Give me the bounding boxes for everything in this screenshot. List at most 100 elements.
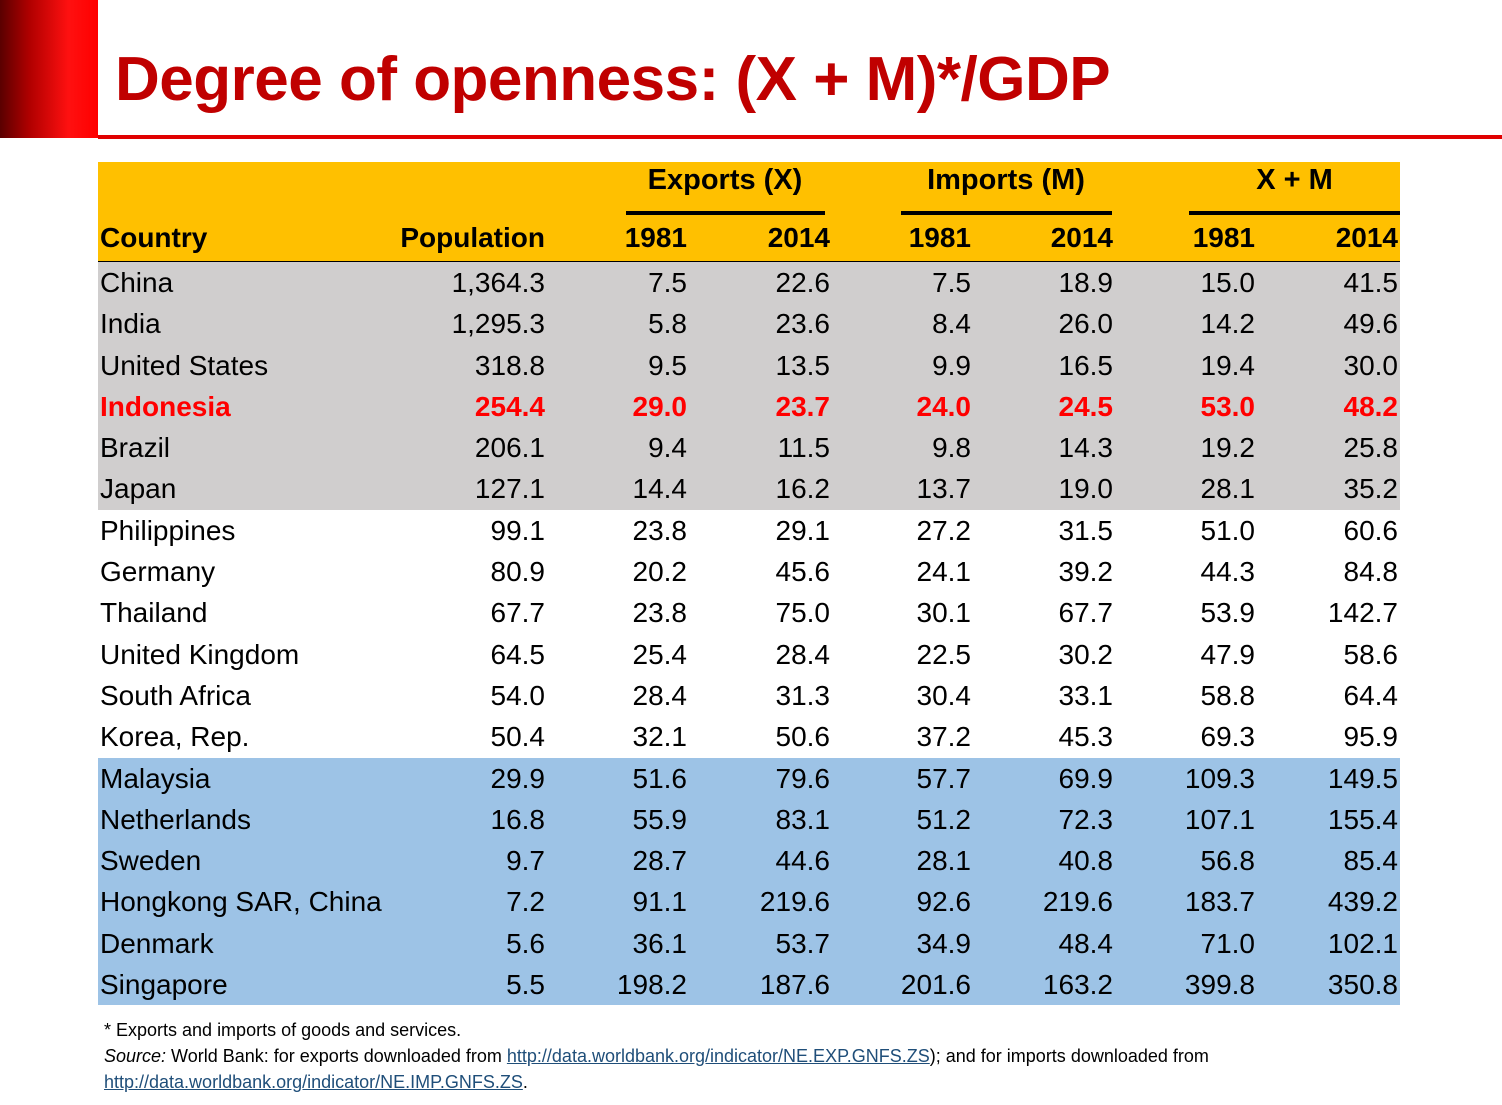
cell-imports-1981: 13.7 bbox=[916, 473, 972, 505]
cell-exports-2014: 79.6 bbox=[775, 762, 831, 794]
cell-xm-2014: 30.0 bbox=[1343, 349, 1399, 381]
cell-xm-1981: 183.7 bbox=[1184, 886, 1255, 918]
exports-link[interactable]: http://data.worldbank.org/indicator/NE.E… bbox=[506, 1046, 930, 1066]
source-text-1: World Bank: for exports downloaded from bbox=[166, 1046, 507, 1066]
table-row: Germany 80.9 20.2 45.6 24.1 39.2 44.3 84.8 bbox=[98, 551, 1400, 593]
cell-xm-2014: 49.6 bbox=[1343, 308, 1399, 340]
cell-xm-1981: 71.0 bbox=[1200, 927, 1256, 959]
imports-link[interactable]: http://data.worldbank.org/indicator/NE.I… bbox=[104, 1072, 523, 1092]
cell-xm-2014: 350.8 bbox=[1327, 969, 1398, 1001]
cell-exports-2014: 53.7 bbox=[775, 927, 831, 959]
cell-population: 127.1 bbox=[474, 473, 545, 505]
cell-xm-1981: 53.9 bbox=[1200, 597, 1256, 629]
table-row: Japan 127.1 14.4 16.2 13.7 19.0 28.1 35.2 bbox=[98, 468, 1400, 510]
cell-xm-2014: 102.1 bbox=[1327, 927, 1398, 959]
table-row: Sweden 9.7 28.7 44.6 28.1 40.8 56.8 85.4 bbox=[98, 840, 1400, 882]
table-row: Hongkong SAR, China 7.2 91.1 219.6 92.6 219.6… bbox=[98, 881, 1400, 923]
cell-country: Philippines bbox=[100, 514, 236, 546]
cell-exports-1981: 20.2 bbox=[632, 556, 688, 588]
cell-country: Singapore bbox=[100, 969, 228, 1001]
cell-xm-2014: 64.4 bbox=[1343, 679, 1399, 711]
col-header-country: Country bbox=[100, 222, 208, 253]
cell-xm-2014: 41.5 bbox=[1343, 267, 1399, 298]
group-rule-imports bbox=[901, 211, 1112, 215]
cell-exports-2014: 75.0 bbox=[775, 597, 831, 629]
cell-exports-1981: 55.9 bbox=[632, 803, 688, 835]
cell-exports-2014: 29.1 bbox=[775, 514, 831, 546]
group-label-exports: Exports (X) bbox=[647, 164, 803, 196]
cell-xm-1981: 14.2 bbox=[1200, 308, 1256, 340]
cell-population: 9.7 bbox=[506, 845, 545, 877]
table-row: Brazil 206.1 9.4 11.5 9.8 14.3 19.2 25.8 bbox=[98, 427, 1400, 469]
cell-xm-2014: 85.4 bbox=[1343, 845, 1399, 877]
cell-xm-1981: 399.8 bbox=[1184, 969, 1255, 1001]
footnote-goods-services: * Exports and imports of goods and servi… bbox=[104, 1020, 462, 1040]
cell-country: United Kingdom bbox=[100, 638, 300, 670]
cell-population: 80.9 bbox=[490, 556, 546, 588]
cell-imports-1981: 28.1 bbox=[916, 845, 972, 877]
cell-population: 5.6 bbox=[506, 927, 545, 959]
cell-xm-2014: 95.9 bbox=[1343, 721, 1399, 753]
cell-exports-1981: 51.6 bbox=[632, 762, 688, 794]
cell-population: 7.2 bbox=[506, 886, 545, 918]
cell-country: Malaysia bbox=[100, 762, 211, 794]
cell-country: Hongkong SAR, China bbox=[100, 886, 382, 918]
cell-exports-1981: 91.1 bbox=[632, 886, 688, 918]
cell-xm-1981: 19.2 bbox=[1200, 432, 1256, 464]
cell-imports-2014: 48.4 bbox=[1058, 927, 1114, 959]
cell-exports-2014: 13.5 bbox=[775, 349, 831, 381]
cell-xm-2014: 58.6 bbox=[1343, 638, 1399, 670]
cell-country: Japan bbox=[100, 473, 177, 505]
cell-imports-2014: 40.8 bbox=[1058, 845, 1114, 877]
cell-exports-2014: 16.2 bbox=[775, 473, 831, 505]
cell-exports-2014: 50.6 bbox=[775, 721, 831, 753]
table-row: South Africa 54.0 28.4 31.3 30.4 33.1 58.8 64.4 bbox=[98, 674, 1400, 717]
cell-xm-2014: 84.8 bbox=[1343, 556, 1399, 588]
cell-exports-1981: 28.4 bbox=[632, 679, 688, 711]
group-label-xm: X + M bbox=[1256, 164, 1333, 196]
cell-imports-1981: 7.5 bbox=[932, 267, 971, 298]
cell-population: 5.5 bbox=[506, 969, 545, 1001]
cell-xm-1981: 44.3 bbox=[1200, 556, 1256, 588]
cell-population: 50.4 bbox=[490, 721, 546, 753]
cell-imports-1981: 8.4 bbox=[932, 308, 971, 340]
table-row: Malaysia 29.9 51.6 79.6 57.7 69.9 109.3 149.5 bbox=[98, 757, 1400, 799]
cell-xm-1981: 58.8 bbox=[1200, 679, 1256, 711]
cell-country: Brazil bbox=[100, 432, 171, 464]
cell-country: Germany bbox=[100, 556, 216, 588]
accent-bar bbox=[0, 0, 98, 138]
footnotes: * Exports and imports of goods and servi… bbox=[104, 1017, 1209, 1095]
cell-xm-1981: 69.3 bbox=[1200, 721, 1256, 753]
cell-xm-1981: 56.8 bbox=[1200, 845, 1256, 877]
cell-xm-2014: 142.7 bbox=[1327, 597, 1398, 629]
cell-population: 16.8 bbox=[490, 803, 546, 835]
cell-xm-1981: 28.1 bbox=[1200, 473, 1256, 505]
cell-xm-1981: 109.3 bbox=[1184, 762, 1255, 794]
group-label-imports: Imports (M) bbox=[927, 164, 1085, 196]
cell-exports-2014: 44.6 bbox=[775, 845, 831, 877]
cell-imports-2014: 219.6 bbox=[1042, 886, 1113, 918]
cell-imports-1981: 22.5 bbox=[916, 638, 972, 670]
cell-country: Thailand bbox=[100, 597, 208, 629]
cell-exports-1981: 23.8 bbox=[632, 514, 688, 546]
cell-population: 1,364.3 bbox=[451, 267, 545, 298]
cell-population: 67.7 bbox=[490, 597, 546, 629]
table-row: Netherlands 16.8 55.9 83.1 51.2 72.3 107.1 155.… bbox=[98, 798, 1400, 841]
cell-xm-2014: 149.5 bbox=[1327, 762, 1398, 794]
table-row: Singapore 5.5 198.2 187.6 201.6 163.2 399.8 350… bbox=[98, 964, 1400, 1006]
cell-exports-1981: 14.4 bbox=[632, 473, 688, 505]
cell-imports-1981: 30.1 bbox=[916, 597, 972, 629]
cell-imports-1981: 201.6 bbox=[900, 969, 971, 1001]
cell-population: 99.1 bbox=[490, 514, 546, 546]
cell-exports-1981: 23.8 bbox=[632, 597, 688, 629]
cell-country: Sweden bbox=[100, 845, 202, 877]
table-row: Korea, Rep. 50.4 32.1 50.6 37.2 45.3 69.3 95.9 bbox=[98, 716, 1400, 758]
cell-imports-2014: 30.2 bbox=[1058, 638, 1114, 670]
cell-exports-1981: 32.1 bbox=[632, 721, 688, 753]
cell-imports-2014: 19.0 bbox=[1058, 473, 1114, 505]
page-title: Degree of openness: (X + M)*/GDP bbox=[115, 45, 1111, 114]
group-rule-exports bbox=[626, 211, 825, 215]
cell-country: United States bbox=[100, 349, 269, 381]
cell-xm-1981: 53.0 bbox=[1200, 390, 1256, 422]
